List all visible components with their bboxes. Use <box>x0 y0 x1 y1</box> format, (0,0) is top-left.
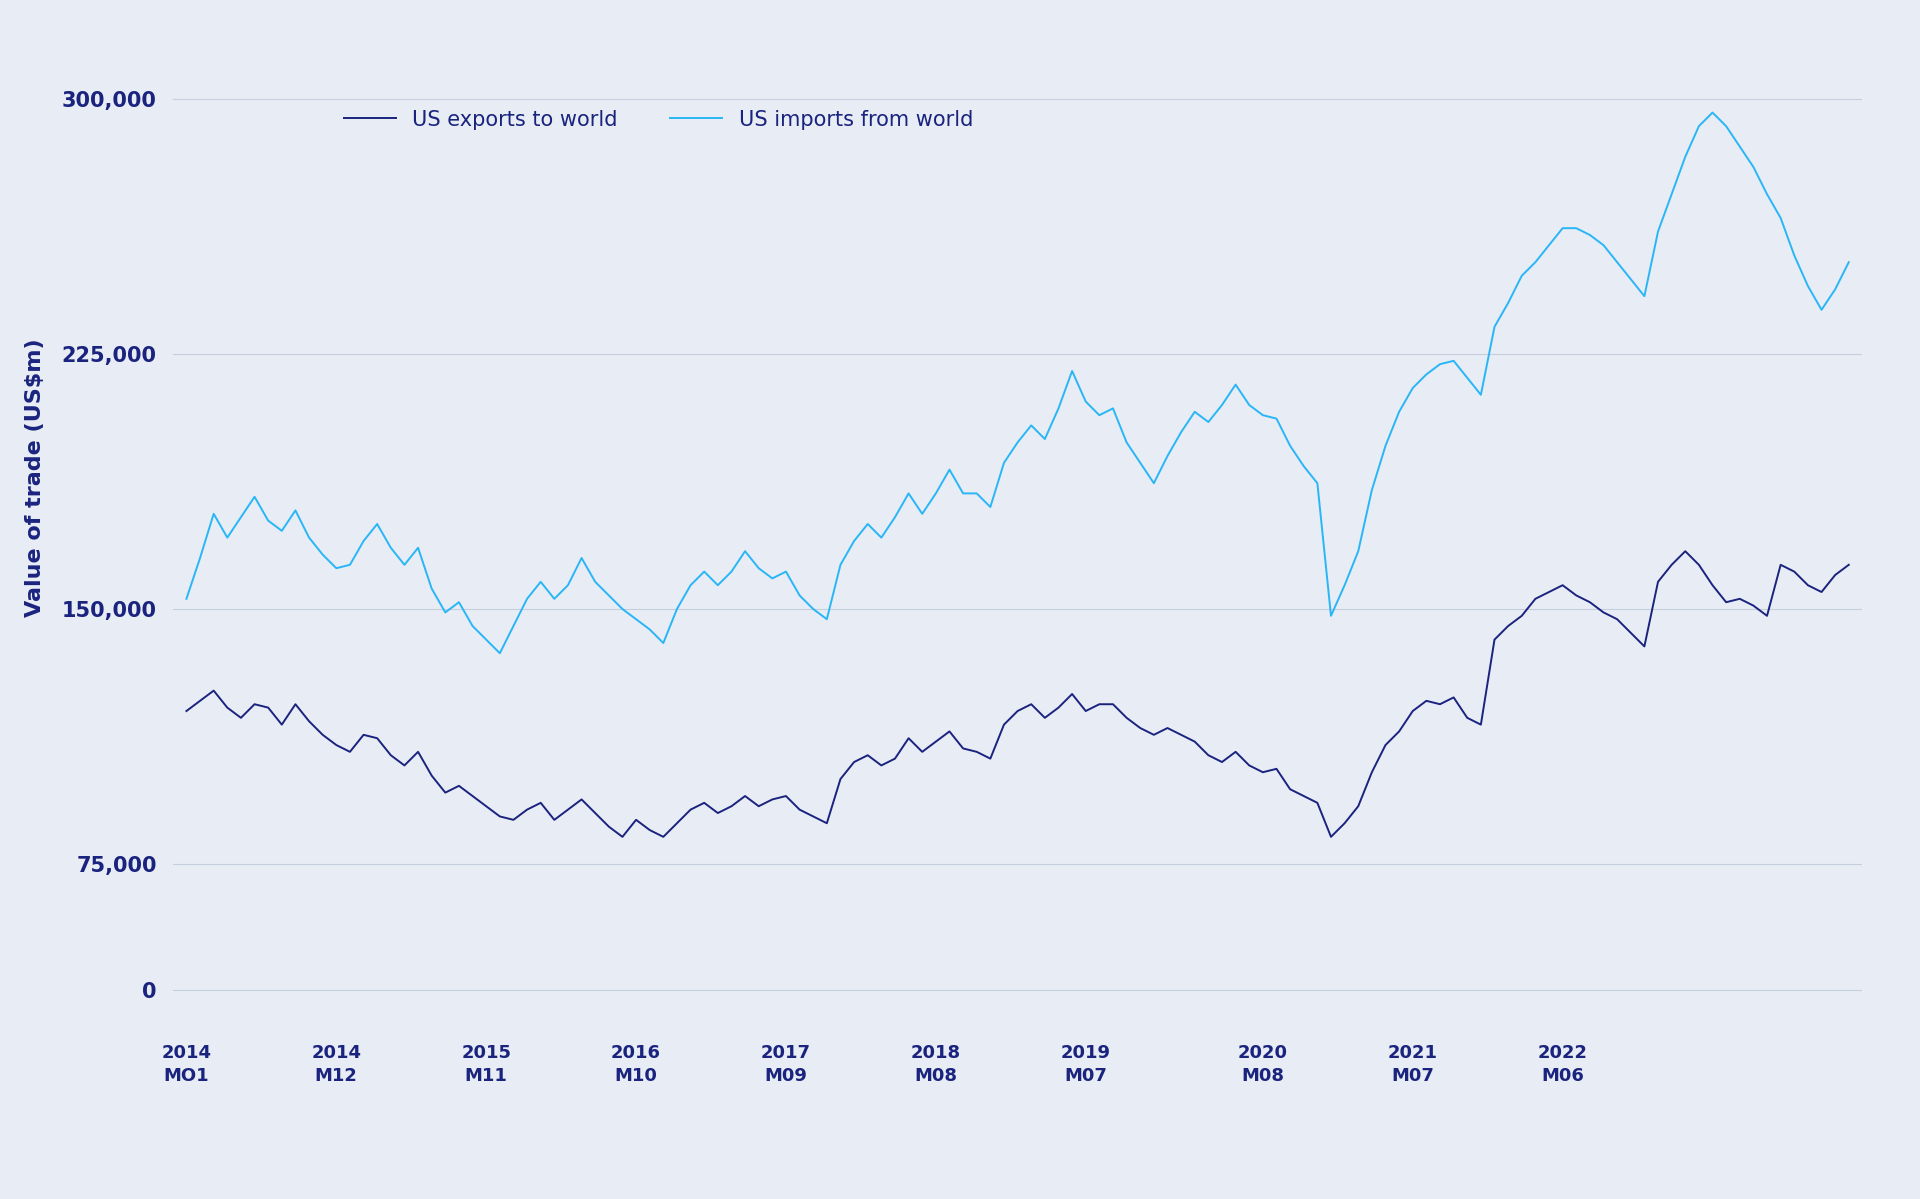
US exports to world <box>1674 544 1697 559</box>
Line: US exports to world: US exports to world <box>186 552 1849 837</box>
US imports from world <box>666 602 689 616</box>
US exports to world <box>666 817 689 831</box>
US exports to world <box>1538 585 1561 600</box>
US imports from world <box>271 524 294 538</box>
Legend: US exports to world, US imports from world: US exports to world, US imports from wor… <box>336 102 981 138</box>
US exports to world <box>910 745 933 759</box>
US exports to world <box>338 745 361 759</box>
US imports from world <box>1837 255 1860 270</box>
Line: US imports from world: US imports from world <box>186 113 1849 653</box>
US imports from world <box>488 646 511 661</box>
US exports to world <box>175 704 198 718</box>
US imports from world <box>1701 106 1724 120</box>
US exports to world <box>1837 558 1860 572</box>
Y-axis label: Value of trade (US$m): Value of trade (US$m) <box>25 339 46 617</box>
US exports to world <box>611 830 634 844</box>
US imports from world <box>1538 237 1561 252</box>
US imports from world <box>910 507 933 522</box>
US exports to world <box>271 717 294 731</box>
US imports from world <box>365 517 388 531</box>
US imports from world <box>175 591 198 605</box>
US exports to world <box>365 731 388 746</box>
US imports from world <box>338 558 361 572</box>
